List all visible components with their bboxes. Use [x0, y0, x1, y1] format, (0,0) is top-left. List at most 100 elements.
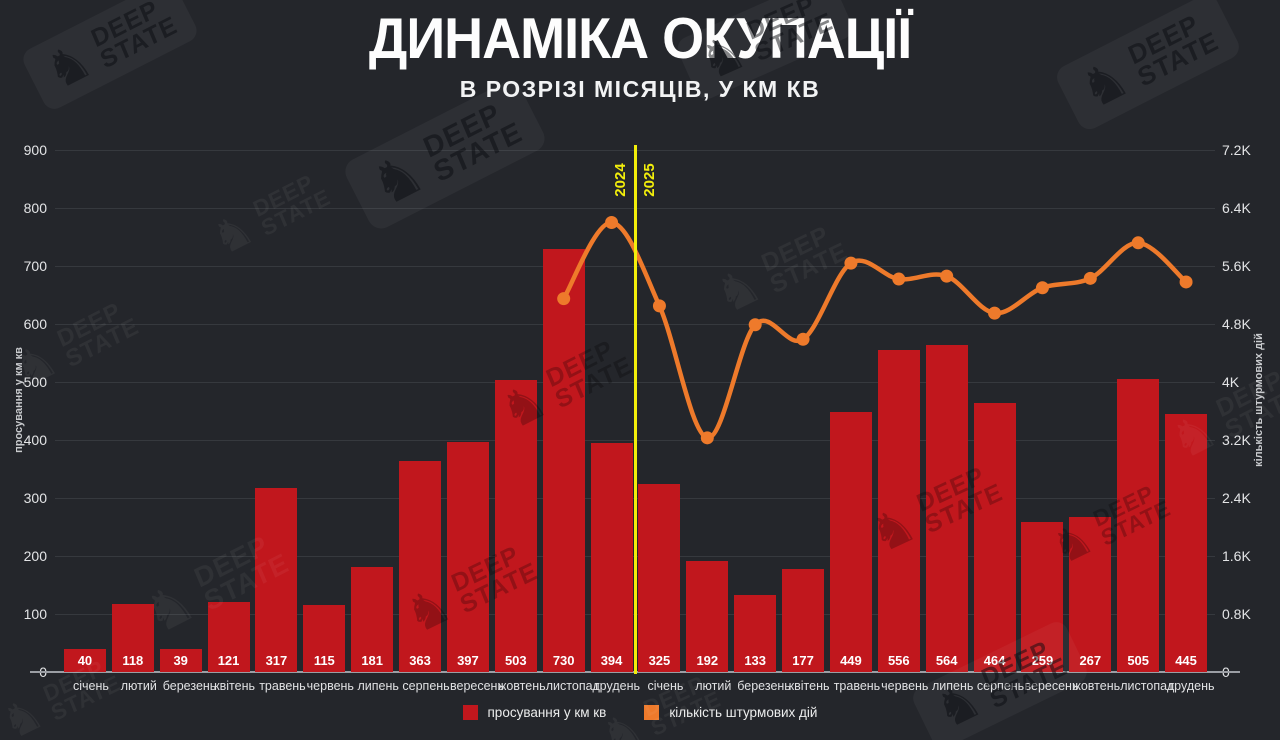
month-label: квітень: [788, 679, 830, 693]
bar-value-label: 505: [1127, 653, 1150, 668]
month-label: березень: [162, 679, 217, 693]
bar-value-label: 445: [1175, 653, 1197, 668]
bar-value-label: 121: [217, 653, 240, 668]
bar: 564: [925, 344, 968, 672]
bar-value-label: 503: [504, 653, 527, 668]
chart-subtitle: В РОЗРІЗІ МІСЯЦІВ, У КМ КВ: [459, 76, 821, 102]
bar: 115: [303, 605, 346, 672]
bar-value-label: 39: [173, 653, 188, 668]
left-tick-label: 800: [23, 200, 47, 216]
right-tick-label: 1.6K: [1222, 548, 1251, 564]
bar-value-label: 115: [313, 653, 335, 668]
line-point: [796, 332, 810, 346]
bar-value-label: 325: [648, 653, 671, 668]
month-label: жовтень: [1072, 679, 1121, 693]
bar-value-label: 397: [457, 653, 479, 668]
left-tick-label: 700: [23, 258, 47, 274]
bar-value-label: 40: [77, 653, 93, 668]
legend: просування у км кв кількість штурмових ді…: [0, 705, 1280, 720]
month-label: лютий: [120, 679, 157, 693]
bar-value-label: 317: [265, 653, 288, 668]
chart-title: ДИНАМІКА ОКУПАЦІЇ: [368, 7, 912, 71]
bar: 730: [542, 248, 585, 672]
bar: 317: [255, 488, 298, 672]
right-tick-label: 7.2K: [1222, 142, 1251, 158]
left-tick-label: 500: [23, 374, 47, 390]
line-swatch-icon: [644, 705, 660, 720]
month-labels: січень лютий березень квітень травень червень…: [61, 679, 1215, 695]
bar-swatch-icon: [462, 705, 478, 720]
month-label: січень: [647, 679, 684, 693]
left-tick-label: 200: [23, 548, 47, 564]
right-tick-label: 4.8K: [1222, 316, 1251, 332]
month-label: вересень: [450, 679, 504, 693]
right-tick-label: 6.4K: [1222, 200, 1251, 216]
right-tick-label: 2.4K: [1222, 490, 1251, 506]
left-tick-label: 900: [23, 142, 47, 158]
month-label: січень: [72, 679, 109, 693]
line-point: [1083, 271, 1097, 285]
line-path: [561, 220, 1189, 441]
bar-value-label: 464: [983, 653, 1006, 668]
bar: 363: [399, 461, 442, 672]
bar: 325: [638, 483, 681, 672]
bar: 177: [782, 569, 825, 672]
line-point: [892, 272, 906, 286]
legend-item: просування у км кв: [462, 705, 606, 720]
legend-item: кількість штурмових дій: [644, 705, 817, 720]
year-separator-line: [634, 145, 637, 674]
month-label: листопад: [545, 679, 600, 693]
left-tick-label: 100: [23, 606, 47, 622]
line-point: [988, 306, 1002, 320]
left-tick-label: 600: [23, 316, 47, 332]
bar: 267: [1069, 517, 1112, 672]
month-label: червень: [881, 679, 929, 693]
line-point: [1131, 236, 1145, 250]
month-label: вересень: [1024, 679, 1079, 693]
month-label: травень: [833, 679, 881, 693]
month-label: квітень: [214, 679, 255, 693]
month-label: лютий: [695, 679, 732, 693]
bar: 39: [159, 649, 202, 672]
month-label: грудень: [595, 679, 640, 693]
line-point: [844, 256, 858, 270]
month-label: червень: [306, 679, 354, 693]
bar-value-label: 177: [792, 653, 814, 668]
line-point: [700, 431, 714, 445]
bar-value-label: 118: [122, 653, 144, 668]
left-tick-label: 300: [23, 490, 47, 506]
line-point: [940, 269, 954, 283]
line-point: [1179, 275, 1193, 289]
bar: 121: [207, 601, 250, 672]
bar: 192: [686, 560, 729, 672]
year-label-2024: 2024: [612, 163, 629, 197]
line-point: [748, 318, 762, 332]
month-label: грудень: [1169, 679, 1215, 693]
plot-area: 40 118 39 121 317 115 181 363 397 503 730 394 325 192…: [30, 145, 1240, 674]
bar: 181: [351, 567, 394, 672]
month-label: серпень: [402, 679, 450, 693]
bar: 394: [590, 443, 633, 672]
bar-value-label: 394: [600, 653, 623, 668]
bar: 259: [1021, 521, 1064, 672]
bar-value-label: 192: [696, 653, 719, 668]
month-label: березень: [737, 679, 791, 693]
bar: 445: [1165, 413, 1208, 672]
month-label: жовтень: [497, 679, 546, 693]
bar: 464: [973, 402, 1016, 672]
month-label: листопад: [1120, 679, 1175, 693]
bar: 505: [1117, 379, 1160, 672]
right-tick-label: 5.6K: [1222, 258, 1251, 274]
right-tick-label: 0.8K: [1222, 606, 1251, 622]
month-label: липень: [357, 679, 399, 693]
month-label: липень: [931, 679, 974, 693]
bar: 556: [877, 349, 920, 672]
month-label: серпень: [976, 679, 1025, 693]
bar-value-label: 556: [887, 653, 910, 668]
line-point: [652, 299, 666, 313]
bar: 40: [63, 648, 106, 672]
left-tick-label: 400: [23, 432, 47, 448]
bar: 397: [446, 441, 489, 672]
line-point: [605, 216, 619, 229]
